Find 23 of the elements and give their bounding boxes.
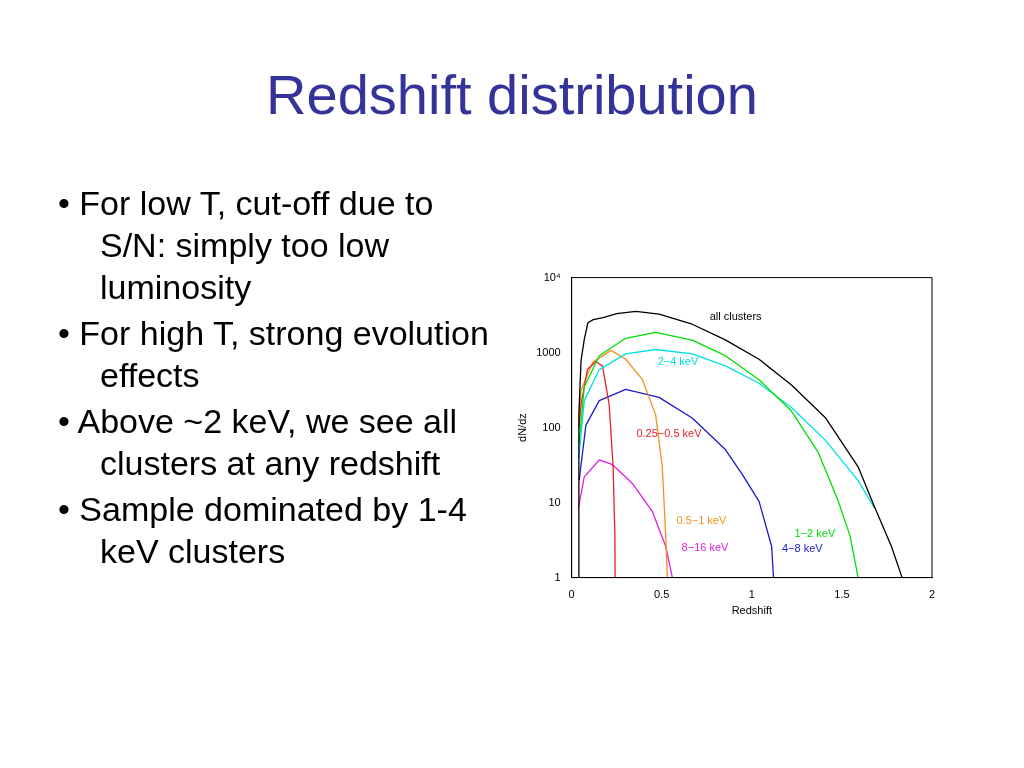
series-label: 8−16 keV xyxy=(681,540,730,553)
y-tick-label: 1 xyxy=(554,570,561,583)
y-axis-title: dN/dz xyxy=(515,413,528,442)
x-tick-label: 1 xyxy=(748,588,755,601)
y-tick-label: 100 xyxy=(542,420,561,433)
chart-title: Redshift distribution xyxy=(265,62,759,127)
x-axis-title: Redshift xyxy=(731,604,773,617)
text: • For low T, cut-off due to S/N: simply too low luminosity xyxy=(58,183,435,308)
y-tick-label: 10 xyxy=(548,495,561,508)
series-label: 2−4 keV xyxy=(657,354,699,367)
y-tick-label: 1000 xyxy=(536,345,561,358)
series-label: 0.5−1 keV xyxy=(676,513,727,526)
x-tick-label: 2 xyxy=(928,588,936,601)
text: • Sample dominated by 1-4 keV clusters xyxy=(58,489,468,572)
x-tick-label: 0 xyxy=(568,588,575,601)
text: • Above ~2 keV, we see all clusters at any redshift xyxy=(58,401,459,484)
series-label: 1−2 keV xyxy=(794,527,836,540)
y-tick-label: 10⁴ xyxy=(543,270,561,283)
text: • For high T, strong evolution effects xyxy=(58,313,490,396)
series-label: 4−8 keV xyxy=(781,542,824,555)
x-tick-label: 0.5 xyxy=(654,588,670,601)
series-label: all clusters xyxy=(709,309,763,322)
x-tick-label: 1.5 xyxy=(834,588,850,601)
